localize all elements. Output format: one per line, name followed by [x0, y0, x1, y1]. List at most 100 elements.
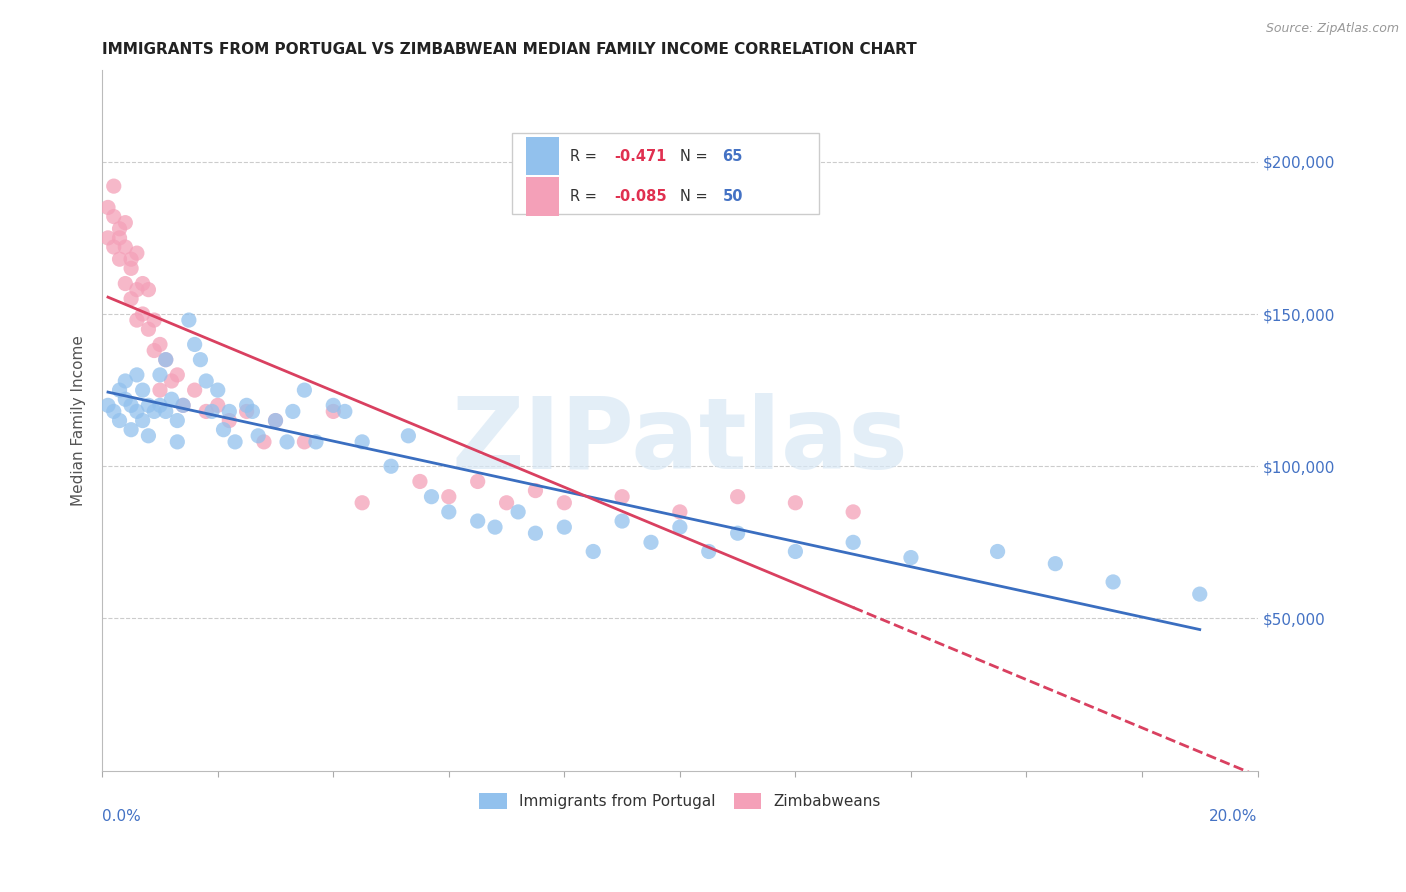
Text: R =: R =: [569, 148, 602, 163]
Point: [103, 210, 125, 224]
Text: 20.0%: 20.0%: [1209, 809, 1257, 824]
Text: R =: R =: [569, 189, 602, 203]
Point: [143, 313, 166, 327]
Point: [172, 398, 194, 412]
Point: [108, 221, 131, 235]
Point: [97, 398, 120, 412]
Point: [785, 544, 807, 558]
Point: [900, 550, 922, 565]
Point: [610, 490, 633, 504]
Point: [138, 429, 160, 443]
Point: [218, 413, 240, 427]
Point: [207, 383, 229, 397]
Point: [987, 544, 1010, 558]
Point: [610, 514, 633, 528]
Point: [149, 337, 172, 351]
Point: [508, 505, 530, 519]
Point: [190, 352, 212, 367]
Point: [108, 231, 131, 245]
Point: [212, 423, 235, 437]
Point: [108, 413, 131, 427]
Point: [125, 313, 148, 327]
Legend: Immigrants from Portugal, Zimbabweans: Immigrants from Portugal, Zimbabweans: [472, 788, 887, 815]
Point: [467, 475, 489, 489]
Point: [437, 490, 460, 504]
Point: [524, 483, 547, 498]
Point: [149, 398, 172, 412]
Point: [785, 496, 807, 510]
Point: [842, 535, 865, 549]
Point: [195, 374, 218, 388]
Point: [697, 544, 720, 558]
Point: [352, 434, 374, 449]
Text: IMMIGRANTS FROM PORTUGAL VS ZIMBABWEAN MEDIAN FAMILY INCOME CORRELATION CHART: IMMIGRANTS FROM PORTUGAL VS ZIMBABWEAN M…: [103, 42, 917, 57]
Point: [143, 343, 166, 358]
Point: [120, 292, 142, 306]
Point: [138, 398, 160, 412]
Point: [253, 434, 276, 449]
Point: [114, 277, 136, 291]
Text: -0.471: -0.471: [614, 148, 666, 163]
Text: -0.085: -0.085: [614, 189, 666, 203]
Point: [264, 413, 287, 427]
Point: [131, 383, 153, 397]
Point: [138, 283, 160, 297]
Point: [195, 404, 218, 418]
Point: [155, 352, 177, 367]
Point: [103, 404, 125, 418]
Point: [103, 240, 125, 254]
Point: [218, 404, 240, 418]
Point: [247, 429, 270, 443]
Point: [125, 246, 148, 260]
Point: [131, 277, 153, 291]
Text: 50: 50: [723, 189, 744, 203]
Point: [183, 383, 205, 397]
Point: [155, 352, 177, 367]
Point: [131, 307, 153, 321]
Text: N =: N =: [681, 189, 711, 203]
Point: [1102, 574, 1125, 589]
Point: [201, 404, 224, 418]
Y-axis label: Median Family Income: Median Family Income: [72, 335, 86, 506]
FancyBboxPatch shape: [512, 134, 818, 214]
Point: [183, 337, 205, 351]
Text: 0.0%: 0.0%: [103, 809, 141, 824]
Point: [149, 368, 172, 382]
Point: [495, 496, 517, 510]
Point: [281, 404, 304, 418]
Point: [125, 404, 148, 418]
Point: [582, 544, 605, 558]
Text: Source: ZipAtlas.com: Source: ZipAtlas.com: [1265, 22, 1399, 36]
Point: [120, 423, 142, 437]
Point: [292, 383, 315, 397]
Point: [160, 374, 183, 388]
Point: [155, 404, 177, 418]
Point: [131, 413, 153, 427]
Point: [292, 434, 315, 449]
Point: [276, 434, 298, 449]
Point: [669, 505, 692, 519]
Point: [669, 520, 692, 534]
Point: [172, 398, 194, 412]
Point: [1045, 557, 1067, 571]
Point: [553, 496, 575, 510]
Point: [467, 514, 489, 528]
Point: [305, 434, 328, 449]
Point: [242, 404, 264, 418]
Text: 65: 65: [723, 148, 742, 163]
Point: [149, 383, 172, 397]
Point: [160, 392, 183, 407]
Point: [396, 429, 419, 443]
Point: [553, 520, 575, 534]
Point: [333, 404, 356, 418]
Point: [524, 526, 547, 541]
Point: [166, 434, 188, 449]
Point: [120, 252, 142, 267]
Point: [842, 505, 865, 519]
Point: [235, 398, 257, 412]
Point: [97, 231, 120, 245]
Point: [380, 459, 402, 474]
Point: [114, 240, 136, 254]
Point: [103, 179, 125, 194]
Point: [114, 216, 136, 230]
